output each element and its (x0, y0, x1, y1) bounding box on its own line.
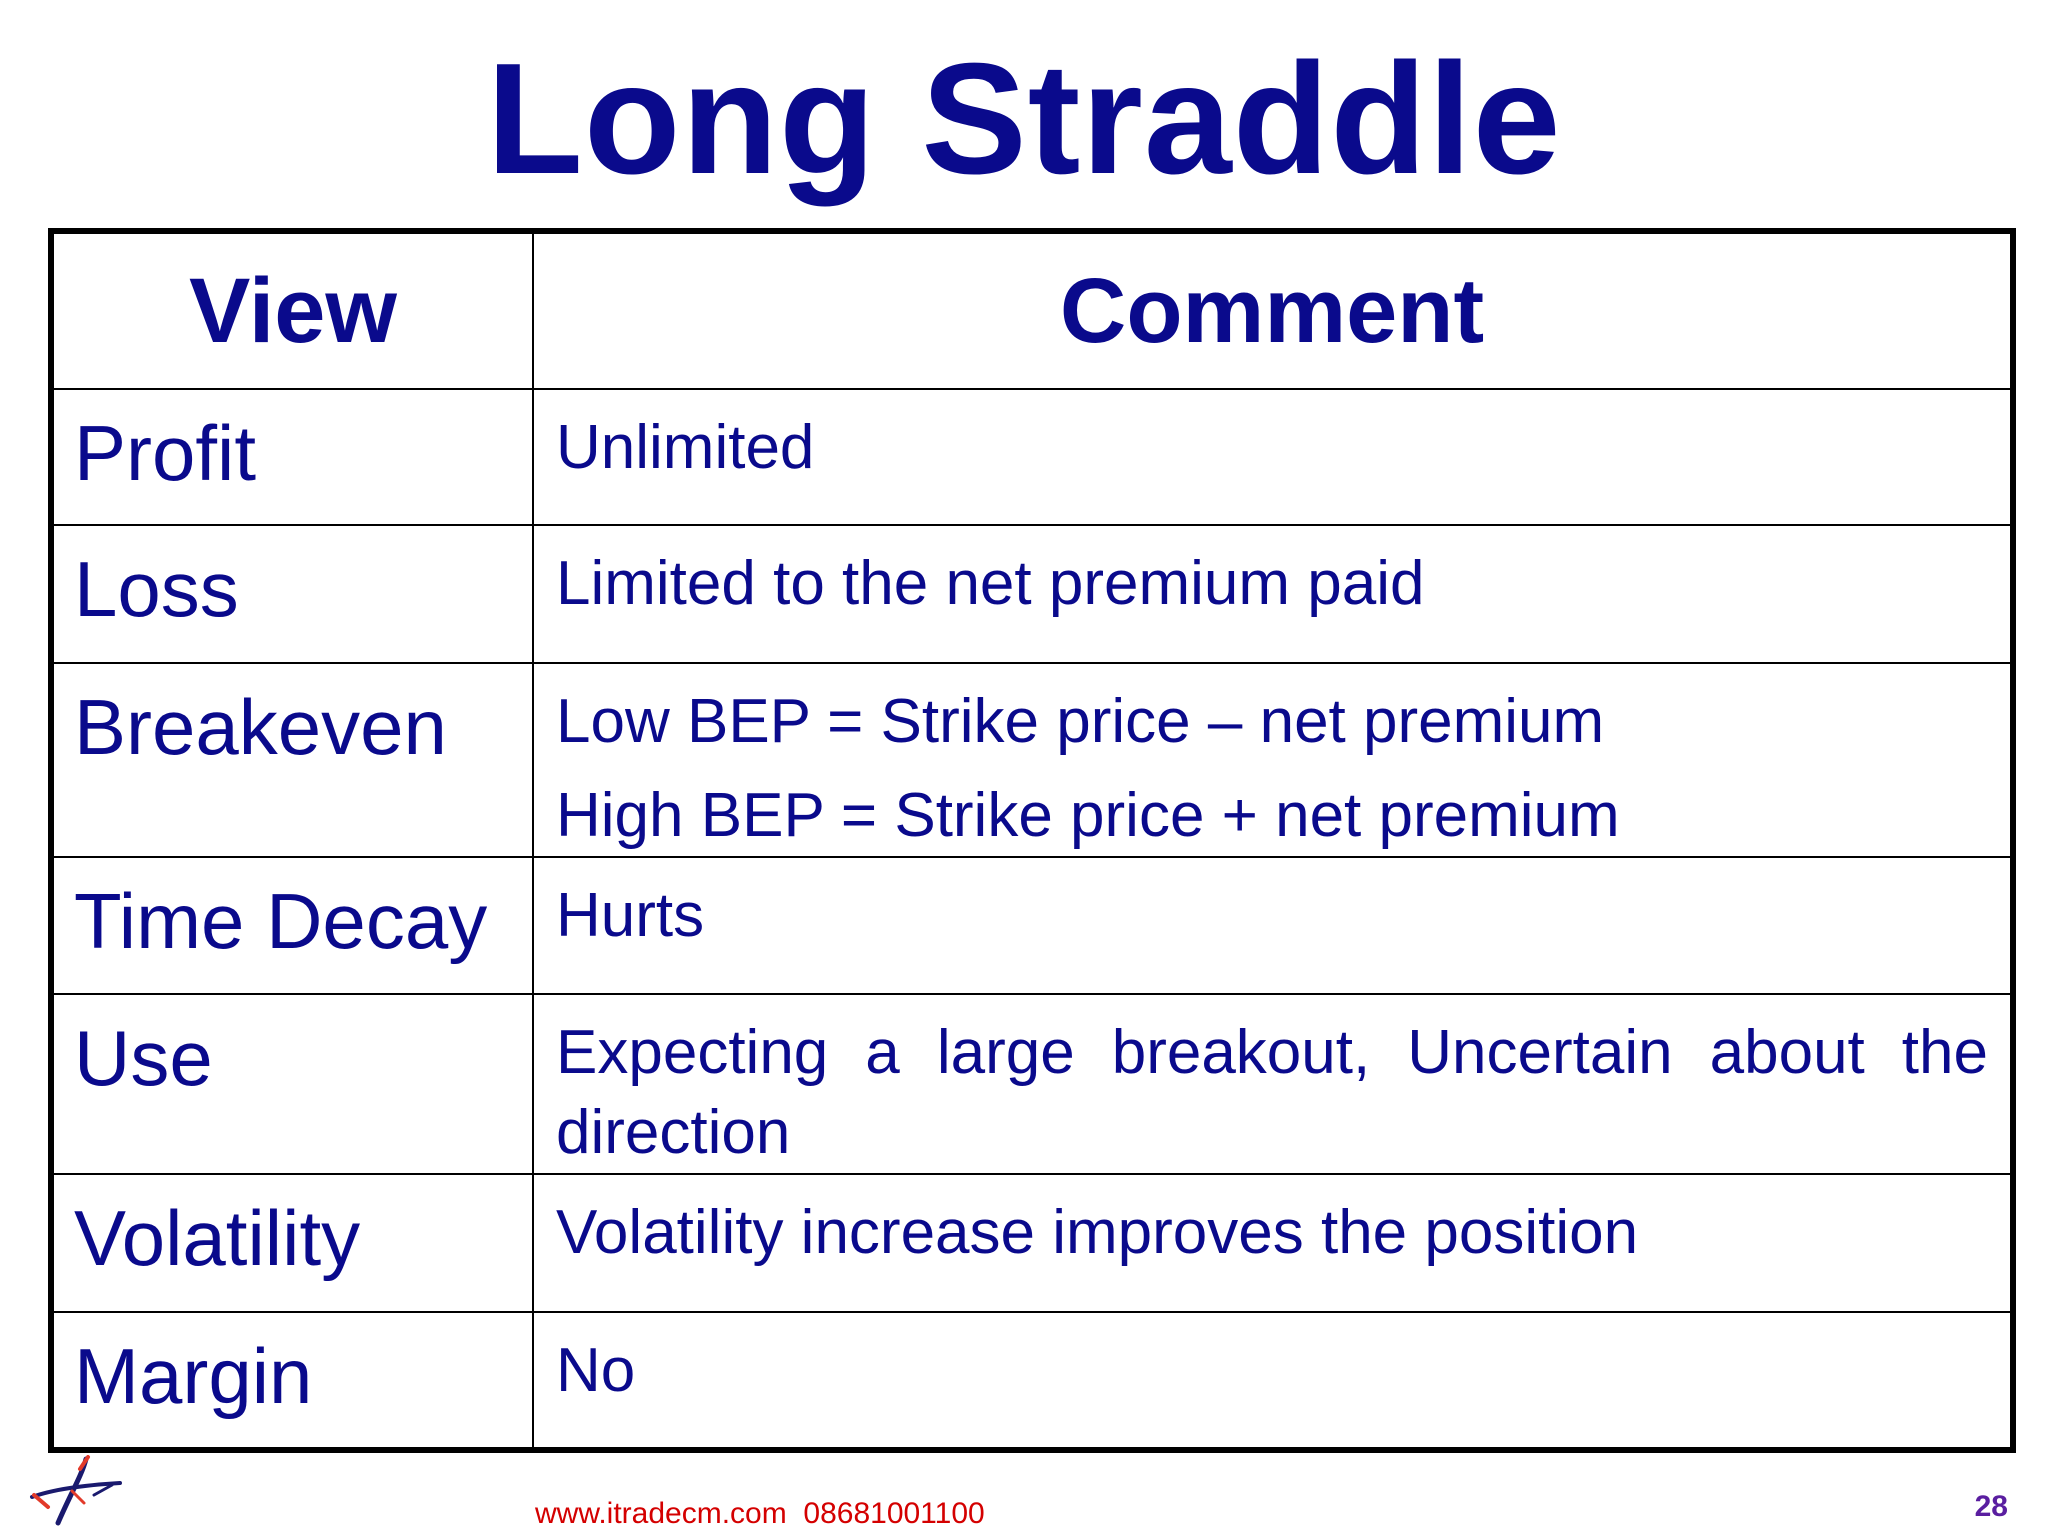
comment-cell: Low BEP = Strike price – net premium Hig… (532, 662, 2014, 858)
comment-line: Low BEP = Strike price – net premium (556, 687, 1605, 756)
view-cell: Volatility (50, 1173, 534, 1313)
table-row: Profit Unlimited (50, 388, 2014, 526)
table-row: Use Expecting a large breakout, Uncertai… (50, 993, 2014, 1175)
comment-cell: Volatility increase improves the positio… (532, 1173, 2014, 1313)
comment-cell: Expecting a large breakout, Uncertain ab… (532, 993, 2014, 1175)
footer-website-link[interactable]: www.itradecm.com (535, 1497, 787, 1530)
comment-line: High BEP = Strike price + net premium (556, 781, 1620, 850)
view-cell: Margin (50, 1311, 534, 1451)
comment-line: Volatility increase improves the positio… (556, 1198, 1639, 1267)
table-row: Time Decay Hurts (50, 856, 2014, 995)
comment-cell: Hurts (532, 856, 2014, 995)
comment-cell: Limited to the net premium paid (532, 524, 2014, 664)
footer-contact: www.itradecm.com 08681001100 (535, 1497, 985, 1531)
comment-cell: Unlimited (532, 388, 2014, 526)
table-row: Breakeven Low BEP = Strike price – net p… (50, 662, 2014, 858)
table-row: Loss Limited to the net premium paid (50, 524, 2014, 664)
view-cell: Use (50, 993, 534, 1175)
comment-line: Unlimited (556, 413, 815, 482)
page-number: 28 (1974, 1490, 2008, 1523)
view-cell: Loss (50, 524, 534, 664)
header-view: View (50, 230, 534, 390)
footer-phone: 08681001100 (803, 1497, 985, 1530)
arrow-compass-logo-icon (30, 1455, 122, 1526)
comment-line: Limited to the net premium paid (556, 549, 1425, 618)
table-row: Margin No (50, 1311, 2014, 1451)
table-row: Volatility Volatility increase improves … (50, 1173, 2014, 1313)
strategy-table: View Comment Profit Unlimited Loss Limit… (48, 228, 2016, 1453)
view-cell: Time Decay (50, 856, 534, 995)
view-cell: Breakeven (50, 662, 534, 858)
comment-line: No (556, 1336, 636, 1405)
slide-title: Long Straddle (486, 31, 1562, 207)
table-header-row: View Comment (50, 230, 2014, 390)
comment-cell: No (532, 1311, 2014, 1451)
comment-line: Hurts (556, 881, 705, 950)
view-cell: Profit (50, 388, 534, 526)
header-comment: Comment (532, 230, 2014, 390)
